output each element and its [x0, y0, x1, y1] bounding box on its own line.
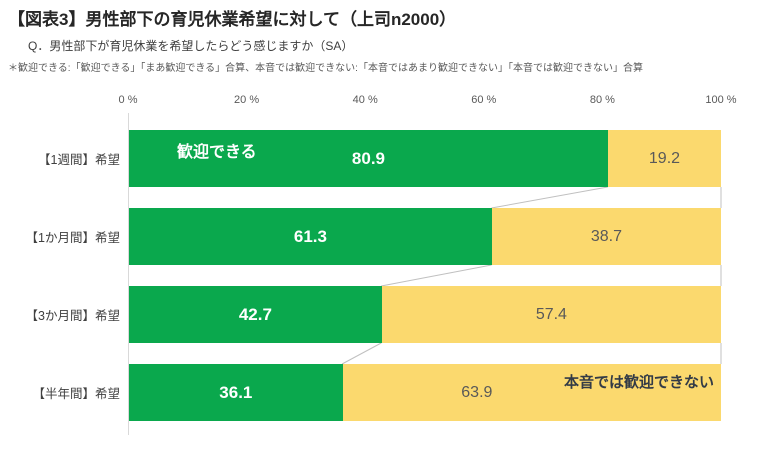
bar: 61.3 38.7: [129, 208, 721, 265]
x-tick-label: 100 %: [705, 94, 737, 106]
segment-not-welcome: 63.9 本音では歓迎できない: [342, 364, 721, 421]
value-label: 38.7: [590, 227, 623, 245]
segment-not-welcome: 57.4: [381, 286, 721, 343]
value-label: 19.2: [648, 149, 681, 167]
value-label: 61.3: [293, 226, 327, 246]
x-tick-label: 80 %: [589, 94, 615, 106]
x-tick-label: 20 %: [234, 94, 260, 106]
chart-row: 【1週間】希望 歓迎できる 80.9 19.2: [0, 130, 757, 187]
value-label: 63.9: [461, 383, 493, 401]
figure-title: 【図表3】男性部下の育児休業希望に対して（上司n2000）: [8, 10, 457, 29]
category-label: 【1か月間】希望: [25, 231, 120, 245]
value-label: 80.9: [351, 148, 385, 168]
x-tick-label: 60 %: [471, 94, 497, 106]
chart-row: 【半年間】希望 36.1 63.9 本音では歓迎できない: [0, 364, 757, 421]
segment-welcome: 61.3: [129, 208, 492, 265]
segment-welcome: 歓迎できる 80.9: [129, 130, 608, 187]
bar: 42.7 57.4: [129, 286, 721, 343]
value-label: 42.7: [238, 304, 272, 324]
segment-not-welcome: 38.7: [491, 208, 721, 265]
series-label-not-welcome: 本音では歓迎できない: [563, 374, 714, 391]
stacked-bar-chart: 0 % 20 % 40 % 60 % 80 % 100 % 【1週間】希望 歓迎できる 8…: [0, 88, 757, 450]
category-label: 【半年間】希望: [32, 387, 120, 401]
category-label: 【3か月間】希望: [25, 309, 120, 323]
value-label: 36.1: [219, 382, 253, 402]
legend-footnote: ＊歓迎できる:「歓迎できる」「まあ歓迎できる」合算、本音では歓迎できない:「本音…: [8, 63, 643, 74]
segment-welcome: 42.7: [129, 286, 382, 343]
segment-not-welcome: 19.2: [607, 130, 721, 187]
bar: 36.1 63.9 本音では歓迎できない: [129, 364, 721, 421]
series-label-welcome: 歓迎できる: [177, 144, 257, 161]
x-axis: 0 % 20 % 40 % 60 % 80 % 100 %: [119, 94, 737, 108]
x-tick-label: 0 %: [118, 94, 138, 106]
chart-row: 【1か月間】希望 61.3 38.7: [0, 208, 757, 265]
y-axis-line: [128, 113, 129, 435]
value-label: 57.4: [535, 305, 567, 323]
bar: 歓迎できる 80.9 19.2: [129, 130, 721, 187]
connector-lines: [341, 186, 722, 365]
survey-question: Q．男性部下が育児休業を希望したらどう感じますか（SA）: [28, 39, 354, 53]
chart-row: 【3か月間】希望 42.7 57.4: [0, 286, 757, 343]
x-tick-label: 40 %: [352, 94, 378, 106]
segment-welcome: 36.1: [129, 364, 343, 421]
category-label: 【1週間】希望: [38, 153, 120, 167]
